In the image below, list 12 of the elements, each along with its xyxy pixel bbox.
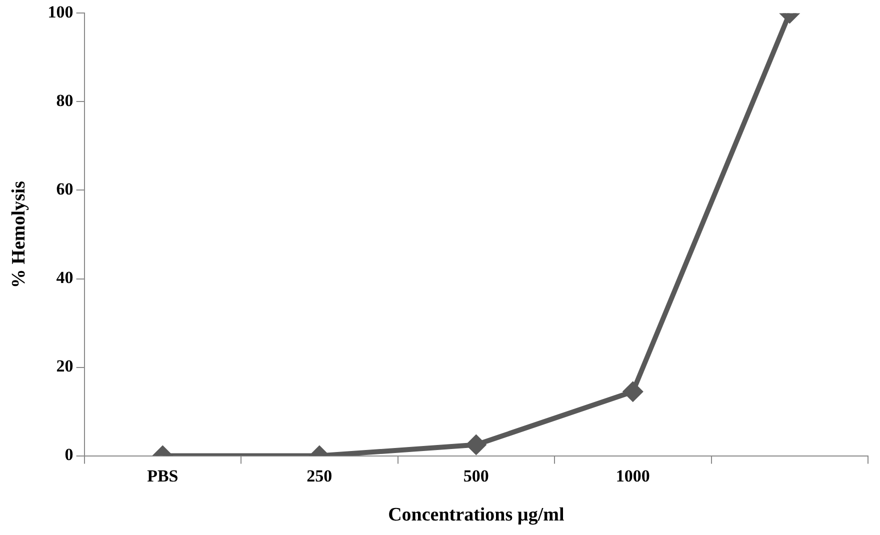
x-tick-label: 1000 bbox=[616, 466, 650, 486]
x-axis-title: Concentrations µg/ml bbox=[388, 504, 564, 526]
y-tick-label: 40 bbox=[56, 268, 74, 288]
x-tick-label: 250 bbox=[306, 466, 332, 486]
x-tick-label: 500 bbox=[463, 466, 489, 486]
y-tick-label: 80 bbox=[56, 91, 74, 110]
y-tick-label: 100 bbox=[48, 2, 74, 22]
x-tick-label: PBS bbox=[147, 466, 178, 486]
y-axis-title: % Hemolysis bbox=[8, 180, 30, 288]
y-tick-label: 0 bbox=[64, 445, 74, 464]
y-tick-label: 20 bbox=[56, 356, 74, 376]
y-tick-label: 60 bbox=[56, 180, 74, 199]
